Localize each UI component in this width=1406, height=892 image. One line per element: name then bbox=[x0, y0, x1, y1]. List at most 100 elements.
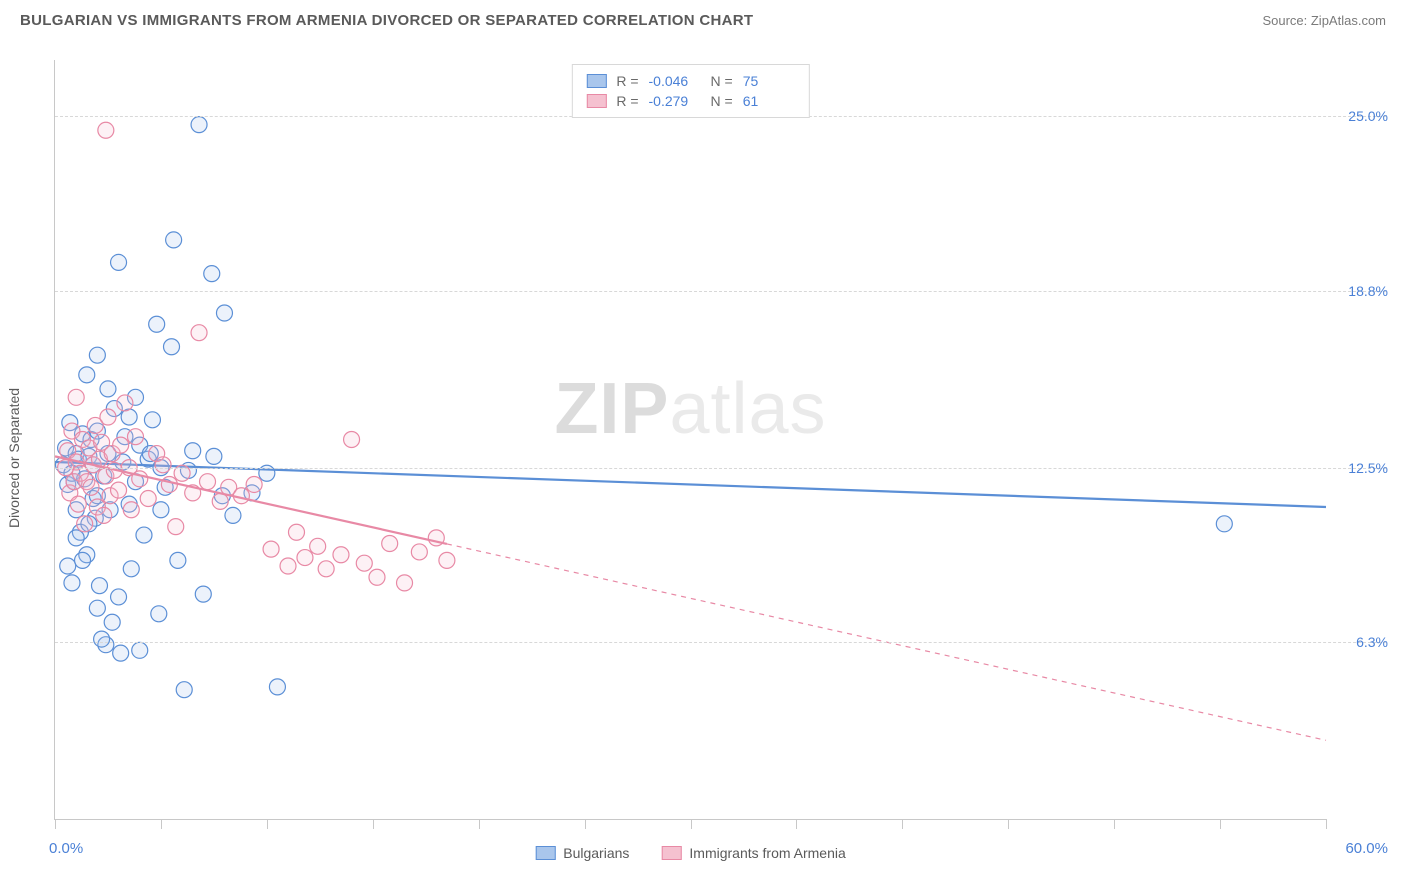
data-point bbox=[1216, 516, 1232, 532]
data-point bbox=[83, 479, 99, 495]
data-point bbox=[96, 507, 112, 523]
legend-swatch bbox=[586, 74, 606, 88]
legend-n-value: 61 bbox=[743, 93, 795, 109]
gridline-h bbox=[55, 468, 1386, 469]
data-point bbox=[113, 437, 129, 453]
data-point bbox=[132, 642, 148, 658]
data-point bbox=[111, 482, 127, 498]
data-point bbox=[113, 645, 129, 661]
legend-swatch bbox=[661, 846, 681, 860]
legend-stats-row: R = -0.046 N = 75 bbox=[586, 71, 794, 91]
legend-label: Immigrants from Armenia bbox=[689, 845, 845, 861]
data-point bbox=[68, 389, 84, 405]
data-point bbox=[100, 409, 116, 425]
data-point bbox=[75, 552, 91, 568]
data-point bbox=[344, 432, 360, 448]
legend-r-value: -0.279 bbox=[649, 93, 701, 109]
legend-stats-row: R =-0.279N =61 bbox=[586, 91, 794, 111]
data-point bbox=[212, 493, 228, 509]
gridline-h bbox=[55, 291, 1386, 292]
data-point bbox=[170, 552, 186, 568]
data-point bbox=[104, 614, 120, 630]
legend-r-label: R = bbox=[616, 73, 638, 89]
data-point bbox=[439, 552, 455, 568]
legend-label: Bulgarians bbox=[563, 845, 629, 861]
gridline-h bbox=[55, 642, 1386, 643]
data-point bbox=[136, 527, 152, 543]
data-point bbox=[200, 474, 216, 490]
x-tick bbox=[902, 819, 903, 829]
x-tick bbox=[691, 819, 692, 829]
legend-n-label: N = bbox=[711, 73, 733, 89]
data-point bbox=[91, 578, 107, 594]
source-label: Source: ZipAtlas.com bbox=[1262, 13, 1386, 28]
chart-svg bbox=[55, 60, 1326, 819]
x-tick bbox=[1326, 819, 1327, 829]
data-point bbox=[191, 325, 207, 341]
data-point bbox=[333, 547, 349, 563]
data-point bbox=[206, 448, 222, 464]
data-point bbox=[149, 316, 165, 332]
x-tick bbox=[373, 819, 374, 829]
data-point bbox=[123, 561, 139, 577]
data-point bbox=[117, 395, 133, 411]
data-point bbox=[77, 516, 93, 532]
data-point bbox=[216, 305, 232, 321]
data-point bbox=[70, 496, 86, 512]
data-point bbox=[397, 575, 413, 591]
x-tick bbox=[1220, 819, 1221, 829]
data-point bbox=[191, 117, 207, 133]
legend-n-value: 75 bbox=[743, 73, 795, 89]
data-point bbox=[144, 412, 160, 428]
x-max-label: 60.0% bbox=[1345, 840, 1388, 857]
x-tick bbox=[796, 819, 797, 829]
legend-swatch bbox=[586, 94, 606, 108]
plot-area: ZIPatlas R =-0.046N =75R =-0.279N =61 0.… bbox=[54, 60, 1326, 820]
data-point bbox=[161, 476, 177, 492]
data-point bbox=[310, 538, 326, 554]
legend-swatch bbox=[535, 846, 555, 860]
data-point bbox=[111, 254, 127, 270]
data-point bbox=[176, 682, 192, 698]
data-point bbox=[166, 232, 182, 248]
data-point bbox=[155, 457, 171, 473]
data-point bbox=[164, 339, 180, 355]
legend-item: Bulgarians bbox=[535, 845, 629, 861]
data-point bbox=[382, 536, 398, 552]
data-point bbox=[68, 530, 84, 546]
legend-item: Immigrants from Armenia bbox=[661, 845, 845, 861]
legend-r-value: -0.046 bbox=[649, 73, 701, 89]
chart-container: Divorced or Separated ZIPatlas R =-0.046… bbox=[20, 44, 1396, 872]
data-point bbox=[127, 429, 143, 445]
data-point bbox=[280, 558, 296, 574]
data-point bbox=[185, 443, 201, 459]
x-tick bbox=[55, 819, 56, 829]
legend-r-label: R = bbox=[616, 93, 638, 109]
y-tick-label: 18.8% bbox=[1332, 283, 1388, 299]
x-min-label: 0.0% bbox=[49, 840, 83, 857]
x-tick bbox=[267, 819, 268, 829]
data-point bbox=[89, 600, 105, 616]
data-point bbox=[111, 589, 127, 605]
data-point bbox=[64, 575, 80, 591]
x-tick bbox=[1008, 819, 1009, 829]
data-point bbox=[151, 606, 167, 622]
data-point bbox=[94, 631, 110, 647]
data-point bbox=[153, 502, 169, 518]
data-point bbox=[79, 367, 95, 383]
legend-stats: R =-0.046N =75R =-0.279N =61 bbox=[571, 64, 809, 118]
data-point bbox=[269, 679, 285, 695]
data-point bbox=[204, 266, 220, 282]
data-point bbox=[246, 476, 262, 492]
data-point bbox=[98, 122, 114, 138]
x-tick bbox=[585, 819, 586, 829]
data-point bbox=[123, 502, 139, 518]
y-axis-label: Divorced or Separated bbox=[6, 388, 22, 528]
y-tick-label: 12.5% bbox=[1332, 460, 1388, 476]
data-point bbox=[168, 519, 184, 535]
data-point bbox=[297, 550, 313, 566]
data-point bbox=[140, 491, 156, 507]
legend-bottom: Bulgarians Immigrants from Armenia bbox=[535, 845, 846, 861]
data-point bbox=[89, 347, 105, 363]
data-point bbox=[195, 586, 211, 602]
